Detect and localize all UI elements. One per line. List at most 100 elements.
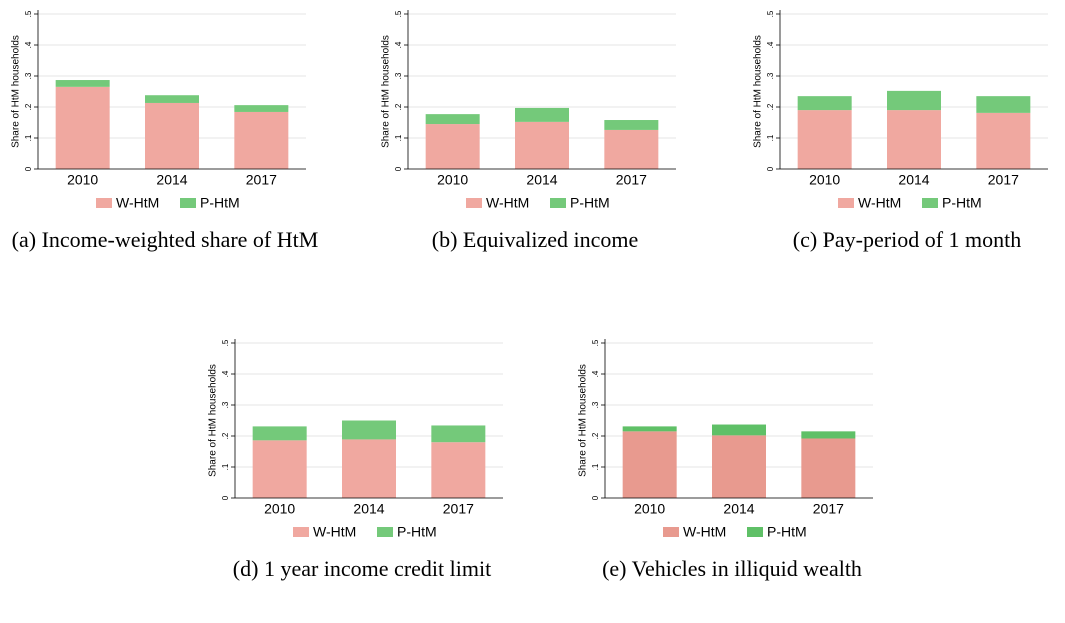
y-axis-label: Share of HtM households — [753, 35, 764, 148]
chart: 0 .1 .2 .3 .4 .5 Share of HtM households 2010 20… — [11, 10, 306, 211]
x-tick-label: 2017 — [813, 501, 844, 517]
legend-label: W-HtM — [116, 195, 159, 211]
chart: 0 .1 .2 .3 .4 .5 Share of HtM households 2010 20… — [578, 339, 873, 540]
caption: (b) Equivalized income — [431, 227, 639, 252]
bar-segment — [976, 112, 1031, 169]
y-axis-label: Share of HtM households — [578, 364, 589, 477]
y-tick-label: .4 — [221, 370, 230, 377]
y-tick-label: .4 — [24, 41, 33, 48]
legend-swatch — [838, 198, 854, 208]
y-tick-label: .5 — [394, 10, 403, 17]
legend-label: P-HtM — [397, 524, 437, 540]
y-tick-label: .2 — [766, 103, 775, 110]
bar-segment — [515, 121, 569, 169]
x-tick-label: 2017 — [443, 501, 474, 517]
bar-segment — [252, 440, 307, 498]
x-tick-label: 2014 — [156, 172, 187, 188]
x-tick-label: 2017 — [246, 172, 277, 188]
bar-segment — [604, 120, 659, 130]
x-tick-label: 2010 — [634, 501, 665, 517]
bar-segment — [797, 96, 852, 111]
bar-segment — [976, 96, 1031, 113]
legend-swatch — [922, 198, 938, 208]
bar-segment — [425, 124, 480, 169]
y-tick-label: .5 — [221, 339, 230, 346]
bar-segment — [145, 102, 199, 169]
y-axis-label: Share of HtM households — [208, 364, 219, 477]
bar-segment — [145, 95, 199, 103]
legend-swatch — [550, 198, 566, 208]
bar-segment — [712, 424, 766, 436]
bar-segment — [342, 420, 396, 440]
legend-swatch — [747, 527, 763, 537]
y-tick-label: .3 — [591, 401, 600, 408]
legend-label: P-HtM — [200, 195, 240, 211]
bar-segment — [431, 442, 486, 498]
chart: 0 .1 .2 .3 .4 .5 Share of HtM households 2010 20… — [753, 10, 1048, 211]
y-tick-label: 0 — [221, 495, 230, 500]
bar-segment — [604, 129, 659, 169]
bar-segment — [887, 110, 941, 169]
legend-swatch — [293, 527, 309, 537]
y-tick-label: .1 — [24, 134, 33, 141]
bar-segment — [431, 425, 486, 443]
y-tick-label: .5 — [591, 339, 600, 346]
x-tick-label: 2014 — [353, 501, 384, 517]
x-tick-label: 2017 — [616, 172, 647, 188]
y-tick-label: .2 — [221, 432, 230, 439]
chart: 0 .1 .2 .3 .4 .5 Share of HtM households 2010 20… — [208, 339, 503, 540]
y-tick-label: .1 — [394, 134, 403, 141]
y-tick-label: 0 — [766, 166, 775, 171]
bar-segment — [887, 90, 941, 111]
x-tick-label: 2014 — [723, 501, 754, 517]
bar-segment — [55, 80, 110, 87]
bar-segment — [801, 431, 856, 439]
x-tick-label: 2014 — [898, 172, 929, 188]
y-tick-label: .2 — [24, 103, 33, 110]
legend-label: W-HtM — [486, 195, 529, 211]
bar-segment — [801, 438, 856, 498]
legend-swatch — [180, 198, 196, 208]
y-axis-label: Share of HtM households — [381, 35, 392, 148]
y-tick-label: .3 — [394, 72, 403, 79]
y-tick-label: .1 — [591, 463, 600, 470]
caption: (a) Income-weighted share of HtM — [11, 227, 319, 252]
chart-panel: 0 .1 .2 .3 .4 .5 Share of HtM households 2010 20… — [0, 0, 330, 290]
bar-segment — [622, 426, 677, 432]
legend-label: P-HtM — [767, 524, 807, 540]
x-tick-label: 2014 — [526, 172, 557, 188]
legend-swatch — [663, 527, 679, 537]
chart: 0 .1 .2 .3 .4 .5 Share of HtM households 2010 20… — [381, 10, 676, 211]
y-tick-label: 0 — [591, 495, 600, 500]
bar-segment — [55, 86, 110, 169]
caption: (d) 1 year income credit limit — [232, 556, 492, 581]
chart-panel: 0 .1 .2 .3 .4 .5 Share of HtM households 2010 20… — [567, 329, 897, 619]
y-tick-label: 0 — [394, 166, 403, 171]
bar-segment — [234, 105, 289, 112]
x-tick-label: 2010 — [437, 172, 468, 188]
y-tick-label: .5 — [766, 10, 775, 17]
legend-label: W-HtM — [858, 195, 901, 211]
bar-segment — [515, 107, 569, 122]
x-tick-label: 2010 — [67, 172, 98, 188]
bar-segment — [252, 426, 307, 441]
y-tick-label: .3 — [24, 72, 33, 79]
legend-label: W-HtM — [313, 524, 356, 540]
y-tick-label: .3 — [221, 401, 230, 408]
y-tick-label: .4 — [591, 370, 600, 377]
x-tick-label: 2017 — [988, 172, 1019, 188]
caption: (c) Pay-period of 1 month — [792, 227, 1022, 252]
legend-swatch — [96, 198, 112, 208]
bar-segment — [234, 111, 289, 169]
y-tick-label: .3 — [766, 72, 775, 79]
y-tick-label: .1 — [766, 134, 775, 141]
y-tick-label: 0 — [24, 166, 33, 171]
caption: (e) Vehicles in illiquid wealth — [602, 556, 862, 581]
x-tick-label: 2010 — [809, 172, 840, 188]
legend-label: P-HtM — [942, 195, 982, 211]
chart-panel: 0 .1 .2 .3 .4 .5 Share of HtM households 2010 20… — [370, 0, 700, 290]
y-tick-label: .1 — [221, 463, 230, 470]
y-tick-label: .5 — [24, 10, 33, 17]
chart-panel: 0 .1 .2 .3 .4 .5 Share of HtM households 2010 20… — [197, 329, 527, 619]
